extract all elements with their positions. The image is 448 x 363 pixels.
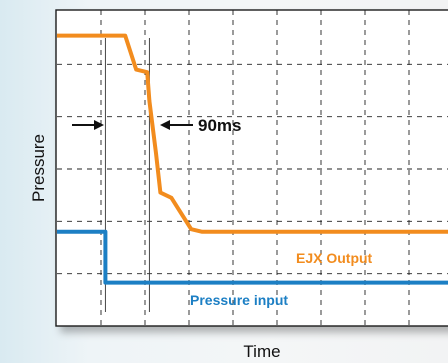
series-lines (57, 33, 448, 285)
series-label-pressure-input: Pressure input (190, 292, 288, 308)
arrow-right-head-icon (94, 120, 104, 130)
grid (57, 10, 448, 326)
series-line-ejx-output (57, 33, 448, 234)
series-line-pressure-input (57, 229, 448, 285)
series-label-ejx-output: EJX Output (296, 250, 373, 266)
delay-label: 90ms (198, 116, 241, 135)
arrow-left-head-icon (160, 120, 170, 130)
y-axis-label: Pressure (29, 134, 48, 202)
plot-frame (55, 9, 448, 327)
x-axis-label: Time (243, 342, 280, 361)
delay-annotation: 90ms (72, 116, 241, 135)
